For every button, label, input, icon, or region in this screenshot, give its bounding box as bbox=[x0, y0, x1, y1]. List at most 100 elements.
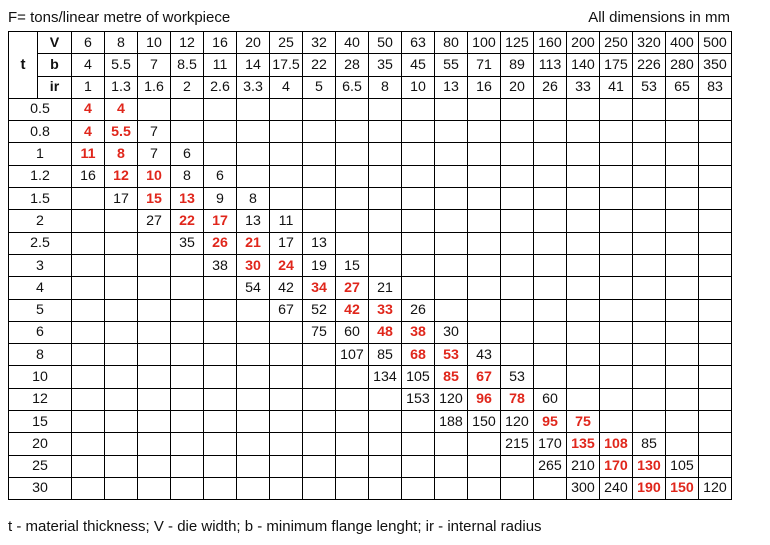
force-cell: 54 bbox=[236, 276, 270, 300]
force-cell: 8 bbox=[104, 142, 138, 166]
force-cell: 5.5 bbox=[104, 120, 138, 144]
empty-cell bbox=[368, 387, 402, 412]
empty-cell bbox=[665, 320, 699, 345]
force-cell: 60 bbox=[533, 387, 567, 412]
empty-cell bbox=[533, 253, 567, 278]
force-cell: 42 bbox=[269, 276, 303, 300]
empty-cell bbox=[368, 120, 402, 144]
empty-cell bbox=[368, 410, 402, 434]
empty-cell bbox=[335, 231, 369, 255]
force-cell: 15 bbox=[335, 253, 369, 278]
empty-cell bbox=[170, 276, 204, 300]
empty-cell bbox=[500, 209, 534, 233]
empty-cell bbox=[170, 343, 204, 367]
table-row: 2 27 22 17 13 11 bbox=[8, 209, 732, 233]
empty-cell bbox=[698, 164, 732, 189]
empty-cell bbox=[269, 164, 303, 189]
empty-cell bbox=[467, 454, 501, 478]
empty-cell bbox=[368, 476, 402, 501]
empty-cell bbox=[566, 387, 600, 412]
empty-cell bbox=[170, 432, 204, 456]
table-row: 0.8 4 5.5 7 bbox=[8, 120, 732, 144]
force-cell: 68 bbox=[401, 343, 435, 367]
empty-cell bbox=[104, 454, 138, 478]
force-cell: 134 bbox=[368, 365, 402, 389]
empty-cell bbox=[698, 387, 732, 412]
empty-cell bbox=[599, 253, 633, 278]
empty-cell bbox=[335, 164, 369, 189]
empty-cell bbox=[632, 187, 666, 211]
force-cell: 53 bbox=[434, 343, 468, 367]
thickness-cell: 0.8 bbox=[8, 120, 72, 144]
thickness-cell: 25 bbox=[8, 454, 72, 478]
force-cell: 30 bbox=[434, 320, 468, 345]
empty-cell bbox=[632, 343, 666, 367]
force-cell: 7 bbox=[137, 120, 171, 144]
v-value: 200 bbox=[566, 30, 600, 55]
force-cell: 15 bbox=[137, 187, 171, 211]
force-cell: 85 bbox=[632, 432, 666, 456]
empty-cell bbox=[302, 120, 336, 144]
empty-cell bbox=[434, 209, 468, 233]
table-row: 1 11 8 7 6 bbox=[8, 142, 732, 166]
empty-cell bbox=[104, 387, 138, 412]
table-row: 8 107 85 68 53 43 bbox=[8, 343, 732, 367]
force-cell: 75 bbox=[566, 410, 600, 434]
empty-cell bbox=[467, 120, 501, 144]
empty-cell bbox=[269, 97, 303, 122]
empty-cell bbox=[368, 97, 402, 122]
empty-cell bbox=[599, 365, 633, 389]
empty-cell bbox=[533, 276, 567, 300]
empty-cell bbox=[170, 298, 204, 322]
force-cell: 34 bbox=[302, 276, 336, 300]
table-row: 30 300 240 190 150 120 bbox=[8, 476, 732, 501]
ir-value: 65 bbox=[665, 75, 699, 99]
empty-cell bbox=[236, 387, 270, 412]
v-value: 125 bbox=[500, 30, 534, 55]
b-value: 113 bbox=[533, 53, 567, 77]
empty-cell bbox=[137, 298, 171, 322]
empty-cell bbox=[500, 320, 534, 345]
force-cell: 11 bbox=[269, 209, 303, 233]
empty-cell bbox=[566, 164, 600, 189]
empty-cell bbox=[236, 142, 270, 166]
b-value: 89 bbox=[500, 53, 534, 77]
empty-cell bbox=[467, 320, 501, 345]
empty-cell bbox=[401, 410, 435, 434]
force-cell: 107 bbox=[335, 343, 369, 367]
empty-cell bbox=[104, 298, 138, 322]
b-value: 7 bbox=[137, 53, 171, 77]
empty-cell bbox=[632, 142, 666, 166]
force-cell: 8 bbox=[236, 187, 270, 211]
empty-cell bbox=[467, 476, 501, 501]
empty-cell bbox=[71, 410, 105, 434]
empty-cell bbox=[698, 187, 732, 211]
empty-cell bbox=[434, 276, 468, 300]
empty-cell bbox=[71, 320, 105, 345]
empty-cell bbox=[71, 365, 105, 389]
empty-cell bbox=[236, 120, 270, 144]
force-cell: 300 bbox=[566, 476, 600, 501]
empty-cell bbox=[236, 454, 270, 478]
b-value: 14 bbox=[236, 53, 270, 77]
ir-label: ir bbox=[37, 75, 72, 99]
empty-cell bbox=[203, 298, 237, 322]
empty-cell bbox=[599, 209, 633, 233]
empty-cell bbox=[335, 454, 369, 478]
empty-cell bbox=[566, 320, 600, 345]
b-value: 5.5 bbox=[104, 53, 138, 77]
ir-value: 2 bbox=[170, 75, 204, 99]
force-cell: 8 bbox=[170, 164, 204, 189]
force-cell: 38 bbox=[203, 253, 237, 278]
empty-cell bbox=[203, 387, 237, 412]
empty-cell bbox=[665, 365, 699, 389]
empty-cell bbox=[368, 209, 402, 233]
empty-cell bbox=[434, 432, 468, 456]
empty-cell bbox=[170, 320, 204, 345]
ir-value: 26 bbox=[533, 75, 567, 99]
empty-cell bbox=[302, 476, 336, 501]
empty-cell bbox=[500, 298, 534, 322]
empty-cell bbox=[269, 410, 303, 434]
empty-cell bbox=[71, 298, 105, 322]
b-value: 140 bbox=[566, 53, 600, 77]
